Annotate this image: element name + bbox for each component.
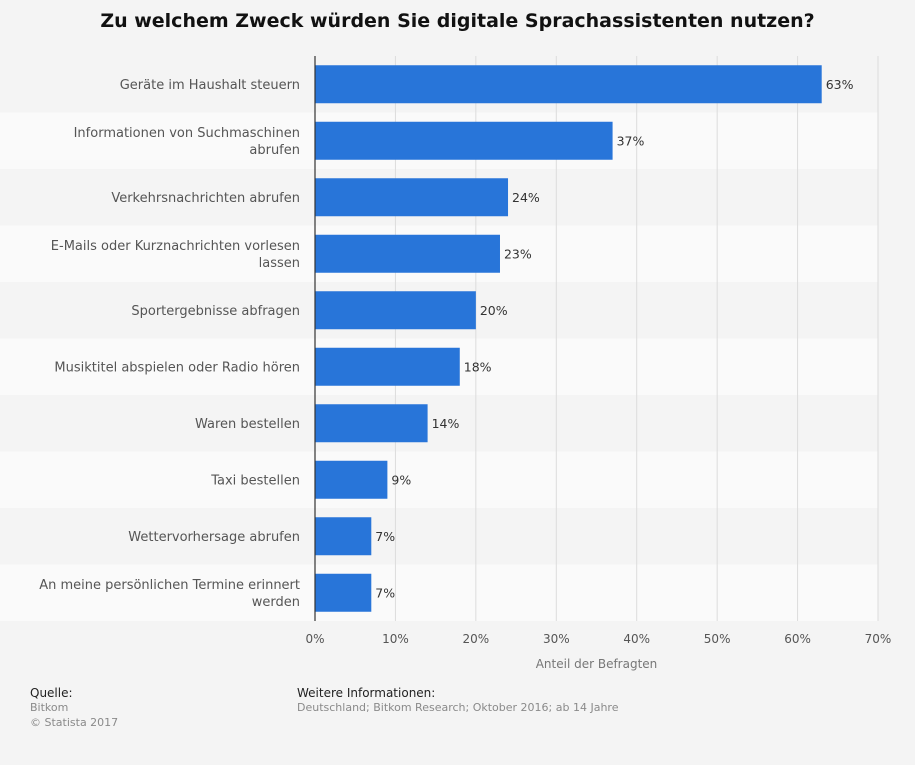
info-line: Deutschland; Bitkom Research; Oktober 20… bbox=[297, 701, 619, 714]
bar bbox=[315, 121, 613, 160]
category-label: abrufen bbox=[249, 143, 300, 158]
x-tick-label: 20% bbox=[463, 632, 490, 646]
value-label: 23% bbox=[504, 246, 532, 261]
value-label: 14% bbox=[432, 416, 460, 431]
source-block: Quelle: Bitkom © Statista 2017 bbox=[30, 686, 118, 730]
value-label: 37% bbox=[617, 133, 645, 148]
source-line: Bitkom bbox=[30, 701, 69, 714]
bar bbox=[315, 460, 388, 499]
value-label: 7% bbox=[375, 529, 395, 544]
category-label: Musiktitel abspielen oder Radio hören bbox=[54, 360, 300, 375]
category-label: Informationen von Suchmaschinen bbox=[74, 126, 300, 141]
value-label: 9% bbox=[391, 472, 411, 487]
bar bbox=[315, 178, 509, 217]
bar bbox=[315, 234, 500, 273]
info-block: Weitere Informationen: Deutschland; Bitk… bbox=[297, 686, 618, 715]
x-tick-label: 10% bbox=[382, 632, 409, 646]
category-label: Waren bestellen bbox=[195, 417, 300, 432]
bar bbox=[315, 65, 822, 104]
x-tick-label: 70% bbox=[865, 632, 892, 646]
category-label: Verkehrsnachrichten abrufen bbox=[111, 191, 300, 206]
category-label: Geräte im Haushalt steuern bbox=[120, 78, 300, 93]
x-tick-label: 30% bbox=[543, 632, 570, 646]
info-heading: Weitere Informationen: bbox=[297, 686, 436, 700]
x-tick-label: 50% bbox=[704, 632, 731, 646]
bar bbox=[315, 573, 372, 612]
category-label: lassen bbox=[259, 256, 300, 271]
value-label: 7% bbox=[375, 585, 395, 600]
bar bbox=[315, 517, 372, 556]
value-label: 24% bbox=[512, 190, 540, 205]
x-axis-title: Anteil der Befragten bbox=[536, 657, 658, 671]
bar bbox=[315, 291, 476, 330]
category-label: Wettervorhersage abrufen bbox=[128, 530, 300, 545]
chart-title: Zu welchem Zweck würden Sie digitale Spr… bbox=[100, 10, 815, 32]
category-label: Sportergebnisse abfragen bbox=[131, 304, 300, 319]
copyright-line: © Statista 2017 bbox=[30, 716, 119, 729]
category-label: Taxi bestellen bbox=[210, 473, 300, 488]
x-tick-label: 60% bbox=[784, 632, 811, 646]
bar bbox=[315, 347, 460, 386]
row-band bbox=[0, 395, 878, 452]
category-label: An meine persönlichen Termine erinnert bbox=[39, 578, 300, 593]
value-label: 20% bbox=[480, 303, 508, 318]
source-heading: Quelle: bbox=[30, 686, 73, 700]
row-band bbox=[0, 451, 878, 508]
category-label: E-Mails oder Kurznachrichten vorlesen bbox=[51, 239, 300, 254]
value-label: 18% bbox=[464, 359, 492, 374]
category-label: werden bbox=[252, 595, 300, 610]
x-tick-label: 40% bbox=[623, 632, 650, 646]
row-band bbox=[0, 564, 878, 621]
row-band bbox=[0, 508, 878, 565]
bar bbox=[315, 404, 428, 443]
value-label: 63% bbox=[826, 77, 854, 92]
x-tick-label: 0% bbox=[305, 632, 324, 646]
